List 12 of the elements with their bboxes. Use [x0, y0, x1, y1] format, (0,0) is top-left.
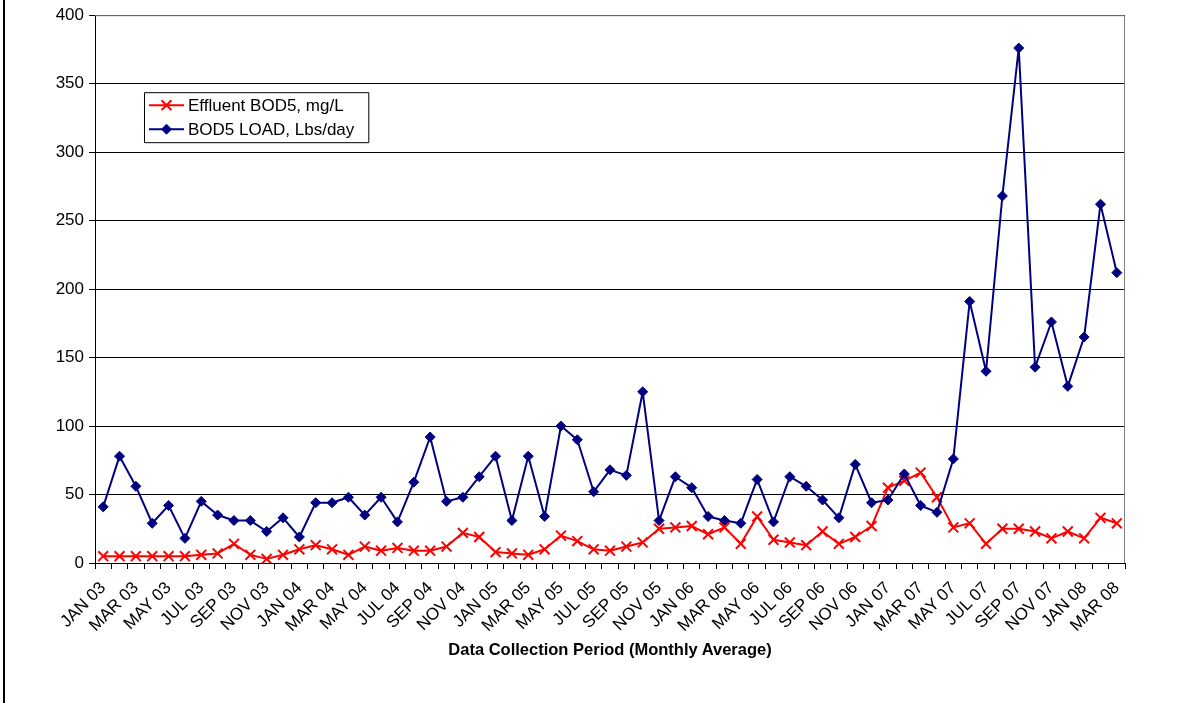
y-tick-label: 150 — [55, 347, 84, 367]
y-tick-label: 300 — [55, 141, 84, 161]
y-tick-label: 0 — [74, 552, 84, 572]
y-tick-label: 250 — [55, 210, 84, 230]
y-tick-label: 400 — [55, 4, 84, 24]
legend-label: Effluent BOD5, mg/L — [188, 95, 344, 115]
legend-label: BOD5 LOAD, Lbs/day — [188, 119, 355, 139]
y-tick-label: 350 — [55, 73, 84, 93]
y-tick-label: 100 — [55, 415, 84, 435]
y-tick-label: 200 — [55, 278, 84, 298]
y-tick-label: 50 — [65, 484, 84, 504]
x-axis-title: Data Collection Period (Monthly Average) — [448, 639, 772, 658]
